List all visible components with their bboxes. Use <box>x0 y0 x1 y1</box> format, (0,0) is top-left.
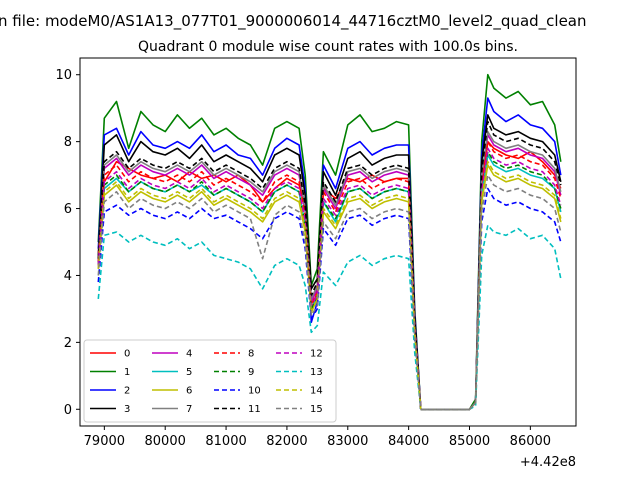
legend-entry: 3 <box>90 404 130 415</box>
series-line <box>97 154 422 410</box>
legend-label: 2 <box>124 386 130 397</box>
y-tick-label: 2 <box>64 336 72 351</box>
y-tick-label: 10 <box>55 68 72 83</box>
series-line <box>97 157 422 410</box>
x-tick-label: 84000 <box>388 434 429 449</box>
legend-label: 14 <box>310 386 323 397</box>
legend-label: 9 <box>248 367 254 378</box>
series-line <box>97 164 422 410</box>
legend-entry: 9 <box>214 367 254 378</box>
legend-label: 10 <box>248 386 261 397</box>
legend-entry: 2 <box>90 386 130 397</box>
legend-frame <box>83 339 337 423</box>
legend-entry: 5 <box>152 367 192 378</box>
series-line <box>97 191 422 410</box>
x-tick-label: 83000 <box>327 434 368 449</box>
legend-label: 11 <box>248 404 261 415</box>
legend-entry: 10 <box>214 386 261 397</box>
legend-entry: 15 <box>276 404 323 415</box>
x-tick-label: 80000 <box>145 434 186 449</box>
series-15 <box>97 174 562 411</box>
y-tick-label: 0 <box>64 403 72 418</box>
y-tick-label: 6 <box>64 202 72 217</box>
legend-label: 0 <box>124 349 130 360</box>
x-tick-label: 82000 <box>266 434 307 449</box>
series-line <box>97 231 422 410</box>
legend-label: 4 <box>186 349 192 360</box>
series-line <box>97 100 422 410</box>
x-tick-label: 81000 <box>205 434 246 449</box>
legend-entry: 6 <box>152 386 192 397</box>
legend-label: 7 <box>186 404 192 415</box>
series-1 <box>97 73 562 411</box>
legend-label: 3 <box>124 404 130 415</box>
legend-entry: 8 <box>214 349 254 360</box>
x-offset-label: +4.42e8 <box>520 455 576 470</box>
series-line <box>97 134 422 410</box>
series-line <box>97 184 422 410</box>
legend-entry: 12 <box>276 349 323 360</box>
legend-label: 6 <box>186 386 192 397</box>
legend-label: 5 <box>186 367 192 378</box>
series-line <box>97 150 422 410</box>
series-line <box>420 174 562 411</box>
plot-frame <box>79 57 577 427</box>
x-tick-label: 86000 <box>510 434 551 449</box>
legend-entry: 7 <box>152 404 192 415</box>
x-tick-label: 85000 <box>449 434 490 449</box>
series-line <box>97 170 422 410</box>
y-tick-label: 4 <box>64 269 72 284</box>
legend-entry: 11 <box>214 404 261 415</box>
series-line <box>97 127 422 410</box>
legend-entry: 14 <box>276 386 323 397</box>
legend-entry: 1 <box>90 367 130 378</box>
series-line <box>97 204 422 410</box>
series-line <box>97 181 422 410</box>
legend-entry: 4 <box>152 349 192 360</box>
series-line <box>420 224 562 411</box>
legend-entry: 0 <box>90 349 130 360</box>
legend-label: 13 <box>310 367 323 378</box>
legend-entry: 13 <box>276 367 323 378</box>
legend-label: 15 <box>310 404 323 415</box>
legend-label: 1 <box>124 367 130 378</box>
legend-label: 12 <box>310 349 323 360</box>
y-tick-label: 8 <box>64 135 72 150</box>
figure-suptitle: n file: modeM0/AS1A13_077T01_9000006014_… <box>0 12 587 31</box>
x-tick-label: 79000 <box>84 434 125 449</box>
series-line <box>420 73 562 411</box>
ticks-layer: 79000 80000 81000 82000 83000 84000 85000 86000… <box>55 68 551 449</box>
axes-title: Quadrant 0 module wise count rates with … <box>138 39 518 55</box>
legend-label: 8 <box>248 349 254 360</box>
series-line <box>97 174 422 410</box>
series-13 <box>97 224 562 411</box>
series-layer <box>97 73 562 411</box>
